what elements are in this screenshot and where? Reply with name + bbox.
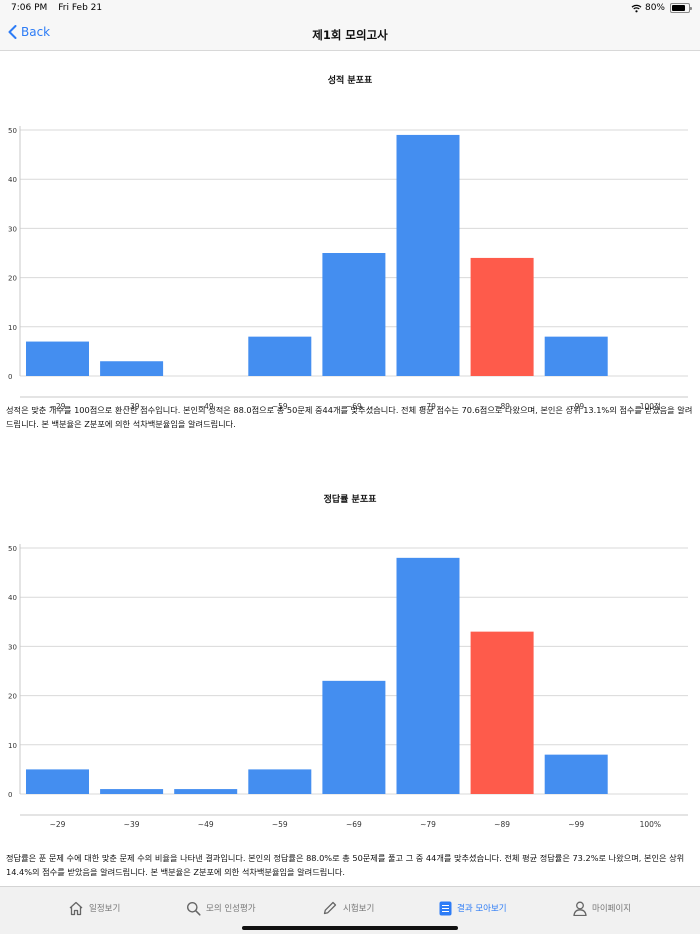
tab-results[interactable]: 결과 모아보기 — [439, 887, 507, 929]
x-tick-label: ~69 — [346, 820, 362, 829]
bar-~29 — [26, 769, 89, 794]
tab-take-exam[interactable]: 시험보기 — [322, 887, 374, 929]
tab-results-label: 결과 모아보기 — [457, 904, 507, 914]
x-tick-label: ~49 — [198, 402, 214, 411]
search-icon — [187, 901, 201, 916]
bar-~99 — [544, 754, 608, 794]
bar-~89 — [470, 631, 534, 794]
y-tick-label: 30 — [8, 643, 17, 651]
page-title: 제1회 모의고사 — [312, 28, 388, 42]
home-icon — [69, 901, 83, 915]
bar-~89 — [470, 257, 534, 376]
y-tick-label: 0 — [8, 791, 12, 799]
score-distribution-chart: 0 10 20 30 40 50 ~29 ~39 ~49 ~59 ~69 ~79 ~89 ~99 100점 — [8, 126, 688, 411]
bar-~59 — [248, 336, 312, 376]
x-tick-label: ~79 — [420, 402, 436, 411]
status-bar: 7:06 PM Fri Feb 21 80% — [0, 0, 700, 18]
bar-~39 — [100, 789, 164, 794]
battery-level — [672, 5, 685, 11]
wifi-icon — [631, 4, 642, 12]
accuracy-distribution-title: 정답률 분포표 — [323, 495, 377, 505]
tab-personality-test-label: 모의 인성평가 — [206, 904, 256, 914]
y-tick-label: 30 — [8, 225, 17, 233]
x-tick-label: 100점 — [640, 401, 661, 411]
tab-my-page[interactable]: 마이페이지 — [573, 887, 631, 929]
status-time: 7:06 PM — [11, 3, 48, 13]
home-indicator — [242, 926, 458, 930]
x-tick-label: ~59 — [272, 820, 288, 829]
y-tick-label: 0 — [8, 373, 12, 381]
y-tick-label: 10 — [8, 324, 17, 332]
bar-~39 — [100, 361, 164, 376]
navigation-bar: Back 제1회 모의고사 — [0, 18, 700, 51]
y-tick-label: 50 — [8, 127, 17, 135]
bar-~79 — [396, 134, 460, 376]
x-tick-label: ~69 — [346, 402, 362, 411]
y-tick-label: 40 — [8, 594, 17, 602]
x-tick-label: ~29 — [50, 820, 66, 829]
x-tick-label: ~39 — [124, 402, 140, 411]
tab-schedule-label: 일정보기 — [89, 904, 121, 914]
back-button[interactable]: Back — [8, 25, 50, 39]
bar-~69 — [322, 253, 386, 376]
person-icon — [573, 901, 587, 916]
pencil-icon — [323, 901, 337, 915]
battery-icon — [670, 3, 692, 13]
score-distribution-description: 성적은 맞춘 개수를 100점으로 환산한 점수입니다. 본인의 성적은 88.… — [6, 405, 693, 429]
score-distribution-title: 성적 분포표 — [327, 76, 373, 86]
tab-my-page-label: 마이페이지 — [592, 904, 632, 914]
bar-~49 — [174, 789, 238, 794]
chevron-left-icon — [8, 25, 17, 39]
tab-schedule[interactable]: 일정보기 — [68, 887, 120, 929]
document-icon — [439, 901, 452, 915]
x-tick-label: ~29 — [50, 402, 66, 411]
y-tick-label: 10 — [8, 742, 17, 750]
status-date: Fri Feb 21 — [58, 3, 103, 13]
y-tick-label: 40 — [8, 176, 17, 184]
x-tick-label: ~39 — [124, 820, 140, 829]
x-tick-label: 100% — [640, 820, 661, 829]
bar-~29 — [26, 341, 89, 376]
x-tick-label: ~59 — [272, 402, 288, 411]
x-tick-label: ~79 — [420, 820, 436, 829]
tab-take-exam-label: 시험보기 — [343, 904, 375, 914]
y-tick-label: 20 — [8, 275, 17, 283]
x-tick-label: ~99 — [568, 402, 584, 411]
x-tick-label: ~89 — [494, 402, 510, 411]
back-button-label: Back — [21, 25, 51, 39]
y-tick-label: 20 — [8, 693, 17, 701]
x-tick-label: ~49 — [198, 820, 214, 829]
bar-~99 — [544, 336, 608, 376]
accuracy-distribution-chart: 0 10 20 30 40 50 ~29 ~39 ~49 ~59 ~69 ~79 ~89 ~99 100% — [8, 544, 688, 829]
bar-~59 — [248, 769, 312, 794]
tab-personality-test[interactable]: 모의 인성평가 — [186, 887, 256, 929]
bar-~69 — [322, 680, 386, 794]
accuracy-distribution-description: 정답률은 푼 문제 수에 대한 맞춘 문제 수의 비율을 나타낸 결과입니다. … — [6, 853, 685, 877]
x-tick-label: ~99 — [568, 820, 584, 829]
bar-~79 — [396, 557, 460, 794]
y-tick-label: 50 — [8, 545, 17, 553]
battery-percent: 80% — [644, 3, 665, 13]
x-tick-label: ~89 — [494, 820, 510, 829]
